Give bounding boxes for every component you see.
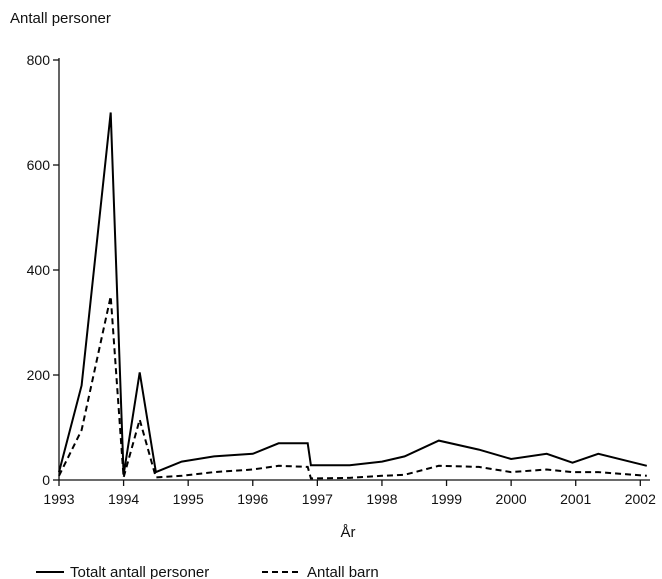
y-axis-title: Antall personer bbox=[10, 10, 111, 27]
series-line-total bbox=[58, 112, 648, 475]
y-tick-label: 0 bbox=[42, 472, 50, 488]
x-axis-title: År bbox=[341, 524, 356, 541]
x-ticks: 1993 1994 1995 1996 1997 1998 1999 2000 2001 2002 bbox=[43, 480, 656, 507]
x-tick-label: 2000 bbox=[496, 491, 527, 507]
y-tick-label: 200 bbox=[27, 367, 51, 383]
x-tick-label: 1997 bbox=[302, 491, 333, 507]
legend-label-children: Antall barn bbox=[307, 564, 379, 579]
x-tick-label: 2002 bbox=[625, 491, 656, 507]
x-tick-label: 1995 bbox=[173, 491, 204, 507]
x-tick-label: 1998 bbox=[366, 491, 397, 507]
y-tick-label: 800 bbox=[27, 52, 51, 68]
legend-label-total: Totalt antall personer bbox=[70, 564, 209, 579]
x-tick-label: 1999 bbox=[431, 491, 462, 507]
legend: Totalt antall personer Antall barn bbox=[36, 564, 379, 579]
x-tick-label: 1996 bbox=[237, 491, 268, 507]
y-tick-label: 400 bbox=[27, 262, 51, 278]
series-group bbox=[58, 112, 648, 480]
y-ticks: 0 200 400 600 800 bbox=[27, 52, 59, 488]
x-tick-label: 1994 bbox=[108, 491, 139, 507]
x-tick-label: 2001 bbox=[560, 491, 591, 507]
y-tick-label: 600 bbox=[27, 157, 51, 173]
series-line-children bbox=[58, 296, 647, 480]
x-tick-label: 1993 bbox=[43, 491, 74, 507]
